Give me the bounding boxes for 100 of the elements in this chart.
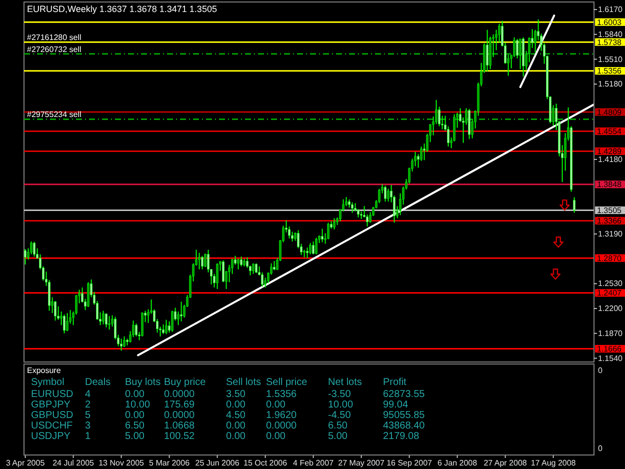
text: USDCHF [31,420,73,432]
y2-tick-label: 1.6170 [598,5,624,14]
ref-line-label: 1.4289 [597,146,622,156]
candlestick [63,314,66,334]
y2-tick-label: 1.5510 [598,54,624,64]
candlestick [216,262,218,290]
text: 10.00 [125,400,150,410]
category-label: Sell lots [226,377,262,388]
candlestick [351,202,354,214]
text: -3.50 [328,389,351,400]
y2-tick-label: 1.4180 [598,154,624,164]
candlestick [171,310,174,332]
candlestick [573,196,576,214]
text: 1 [85,431,91,442]
x-tick-label: 5 Mar 2006 [149,458,190,468]
text: 95055.85 [383,410,425,421]
text: 2 [85,400,91,410]
candlestick [309,242,312,255]
text: 4.50 [226,410,246,421]
x-tick-label: 13 Nov 2005 [98,458,145,468]
candlestick [240,256,242,267]
x-tick-label: 27 Apr 2008 [484,458,528,468]
candlestick [255,262,258,274]
y2-tick-label: 1.1540 [598,354,624,363]
text: 0.00 [226,400,246,410]
candlestick [33,241,36,258]
candlestick [141,312,144,337]
ref-line-label: 1.1666 [597,344,622,354]
x-tick-label: 6 Jan 2008 [437,458,478,468]
text: 0.0000 [164,389,195,400]
ref-line-label: 1.5738 [597,38,622,47]
x-tick-label: 25 Jun 2006 [195,458,240,468]
text: 0.00 [226,420,246,432]
category-label: Deals [85,377,111,388]
ref-line-label: 1.2407 [597,288,622,298]
ref-line-label: 1.5356 [597,66,622,76]
text: 0.0000 [266,420,297,432]
category-label: Buy lots [125,377,161,388]
text: EURUSD [31,389,74,400]
text: 0.00 [125,389,144,400]
text: 0.00 [266,400,286,410]
candlestick [306,247,308,259]
candlestick [102,310,104,325]
candlestick [54,300,56,322]
candlestick [327,222,330,240]
category-label: Net lots [328,377,362,388]
x-tick-label: 3 Apr 2005 [6,458,46,468]
candlestick [312,241,314,255]
text: 3.50 [226,389,246,400]
candlestick [108,316,110,330]
candlestick [387,188,390,202]
chart-title: EURUSD,Weekly 1.3637 1.3678 1.3471 1.3505 [27,4,217,14]
candlestick [252,262,254,274]
category-label: Profit [383,377,407,388]
text: 0.00 [125,410,144,421]
text: 6.50 [328,420,348,432]
y2-tick-label: 1.2200 [598,304,624,314]
candlestick [24,248,26,265]
candlestick [162,324,164,335]
candlestick [321,228,324,243]
candlestick [273,260,276,271]
annotation: #27161280 sell [27,33,82,42]
text: 5.00 [328,431,348,442]
ref-line-label: 1.6003 [597,18,622,27]
candlestick [165,319,168,335]
text: 0 [598,444,603,453]
ref-line-label: 1.4554 [597,127,622,136]
text: 4 [85,389,91,400]
candlestick [333,218,336,230]
x-tick-label: 15 Oct 2006 [243,458,288,468]
candlestick [105,313,108,328]
category-label: Symbol [31,377,64,388]
ref-line-label: 1.3366 [597,216,622,226]
x-tick-label: 16 Sep 2007 [386,458,433,468]
x-tick-label: 4 Feb 2007 [293,458,334,468]
text: 99.04 [383,400,408,410]
category-label: Sell price [266,377,308,388]
candlestick [135,323,138,337]
x-tick-label: 17 Aug 2008 [530,458,576,468]
text: 1.0668 [164,420,195,432]
ref-line-label: 1.4809 [597,108,622,117]
text: 2179.08 [383,431,420,442]
text: 0.0000 [164,410,195,421]
candlestick [234,255,236,266]
y2-tick-label: 1.5840 [598,30,624,39]
text: 62873.55 [383,389,425,400]
text: GBPUSD [31,410,74,421]
text: 5.00 [125,431,144,442]
candlestick [66,312,68,332]
text: Exposure [27,366,62,375]
text: 175.69 [164,400,195,410]
text: -4.50 [328,410,351,421]
x-tick-label: 24 Jul 2005 [52,458,95,468]
candlestick [315,237,318,255]
ref-line-label: 1.3505 [597,206,622,216]
candlestick [204,253,206,268]
text: 100.52 [164,431,195,442]
text: 43868.40 [383,420,425,432]
text: USDJPY [31,431,70,442]
text: 5 [85,410,91,421]
